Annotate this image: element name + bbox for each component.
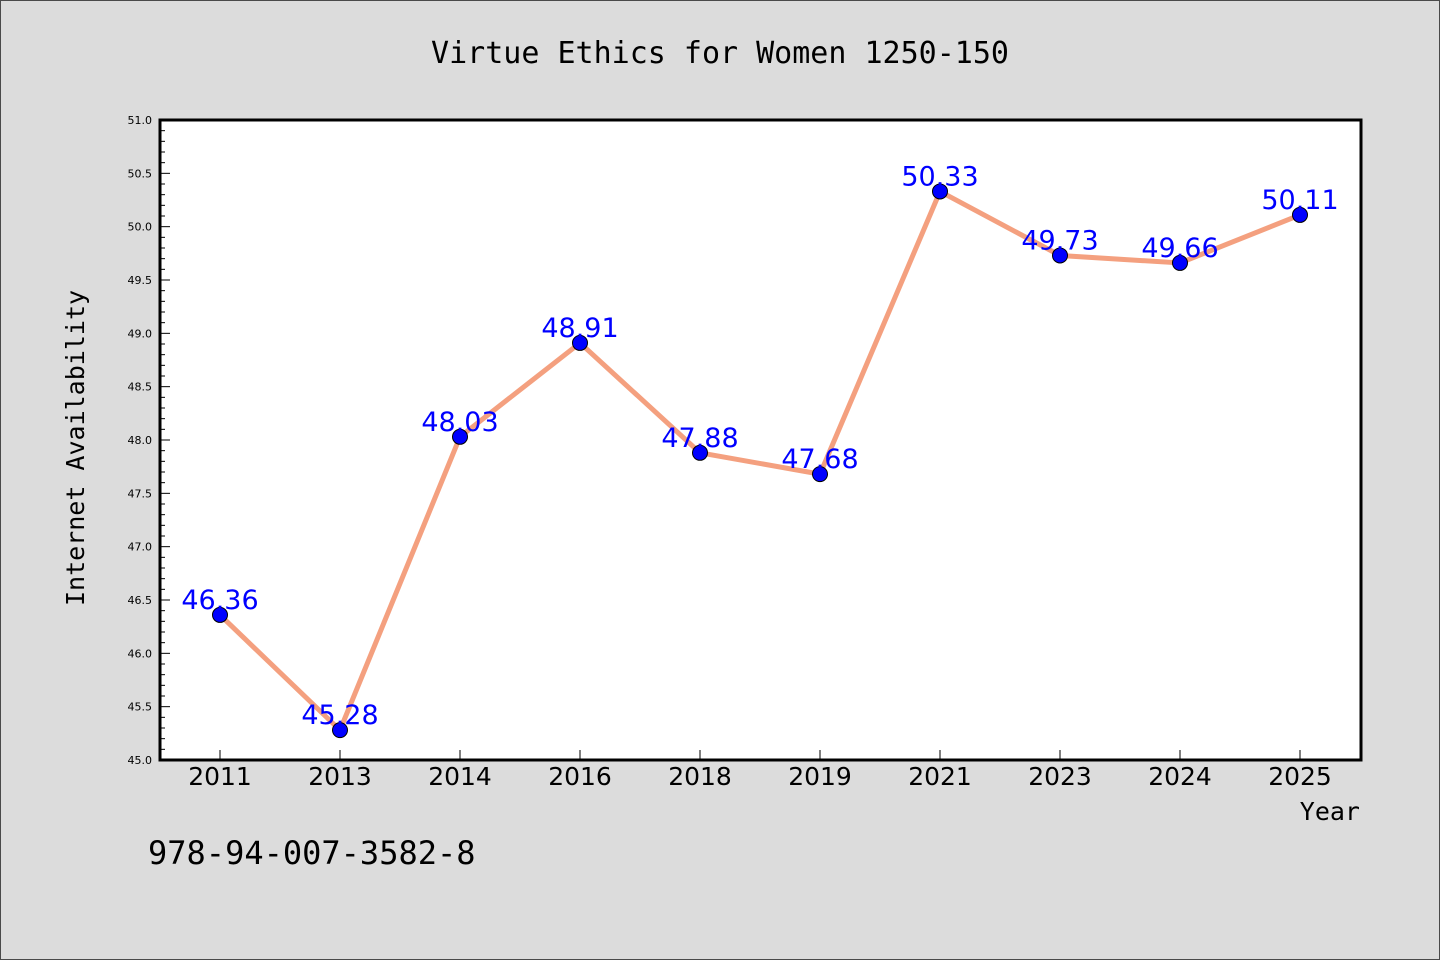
series-line (217, 188, 1303, 733)
data-label-2016: 48.91 (541, 313, 618, 344)
x-axis: 2011 2013 2014 2016 2018 2019 2021 2023 2024 2025 (188, 750, 1332, 791)
data-label-2018: 47.88 (661, 423, 738, 454)
x-tick-label: 2011 (188, 762, 252, 791)
x-tick-label: 2014 (428, 762, 492, 791)
data-point-2011 (212, 606, 228, 623)
x-tick-label: 2021 (908, 762, 972, 791)
y-tick-label: 51.0 (128, 114, 153, 127)
data-label-2023: 49.73 (1021, 225, 1098, 256)
y-tick-label: 47.0 (128, 541, 153, 554)
series-markers (212, 183, 1308, 739)
data-point-2014 (452, 428, 468, 445)
x-tick-label: 2019 (788, 762, 852, 791)
x-tick-label: 2024 (1148, 762, 1212, 791)
x-tick-label: 2016 (548, 762, 612, 791)
x-tick-label: 2023 (1028, 762, 1092, 791)
y-tick-label: 49.0 (128, 327, 153, 340)
data-point-2018 (692, 444, 708, 461)
data-label-2011: 46.36 (181, 585, 258, 616)
x-tick-label: 2025 (1268, 762, 1332, 791)
data-label-2025: 50.11 (1261, 185, 1338, 216)
data-labels: 46.36 45.28 48.03 48.91 47.88 47.68 50.33 49.73… (181, 161, 1338, 731)
y-tick-label: 48.0 (128, 434, 153, 447)
y-tick-label: 48.5 (128, 381, 153, 394)
footer-identifier: 978-94-007-3582-8 (148, 834, 476, 872)
data-label-2021: 50.33 (901, 161, 978, 192)
y-axis: 45.0 45.5 46.0 46.5 47.0 47.5 48.0 48.5 49.0 49.5… (128, 114, 170, 767)
x-tick-label: 2013 (308, 762, 372, 791)
y-tick-label: 45.0 (128, 754, 153, 767)
data-point-2023 (1052, 247, 1068, 264)
y-tick-label: 46.0 (128, 647, 153, 660)
y-tick-label: 47.5 (128, 487, 153, 500)
plot-area (158, 118, 1363, 762)
y-tick-label: 50.5 (128, 167, 153, 180)
data-point-2021 (932, 183, 948, 200)
y-tick-label: 46.5 (128, 594, 153, 607)
y-tick-label: 50.0 (128, 221, 153, 234)
data-point-2019 (812, 466, 828, 483)
data-label-2014: 48.03 (421, 407, 498, 438)
x-tick-label: 2018 (668, 762, 732, 791)
y-tick-label: 49.5 (128, 274, 153, 287)
y-axis-label: Internet Availability (61, 290, 90, 606)
data-point-2025 (1292, 206, 1308, 223)
data-point-2024 (1172, 254, 1188, 271)
x-axis-label: Year (1300, 797, 1360, 826)
y-tick-label: 45.5 (128, 701, 153, 714)
data-label-2013: 45.28 (301, 700, 378, 731)
data-point-2016 (572, 334, 588, 351)
chart-title: Virtue Ethics for Women 1250-150 (431, 36, 1009, 71)
data-label-2024: 49.66 (1141, 233, 1218, 264)
data-point-2013 (332, 722, 348, 739)
data-label-2019: 47.68 (781, 444, 858, 475)
